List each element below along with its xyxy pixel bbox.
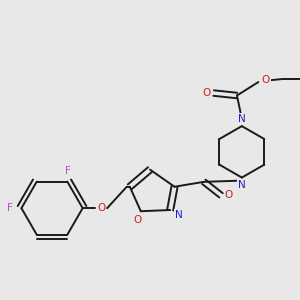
Text: F: F bbox=[65, 166, 71, 176]
Text: N: N bbox=[238, 114, 246, 124]
Text: O: O bbox=[134, 215, 142, 225]
Text: O: O bbox=[225, 190, 233, 200]
Text: F: F bbox=[8, 203, 13, 213]
Text: O: O bbox=[202, 88, 211, 98]
Text: O: O bbox=[97, 203, 105, 213]
Text: N: N bbox=[175, 210, 183, 220]
Text: N: N bbox=[238, 180, 246, 190]
Text: O: O bbox=[262, 75, 270, 85]
